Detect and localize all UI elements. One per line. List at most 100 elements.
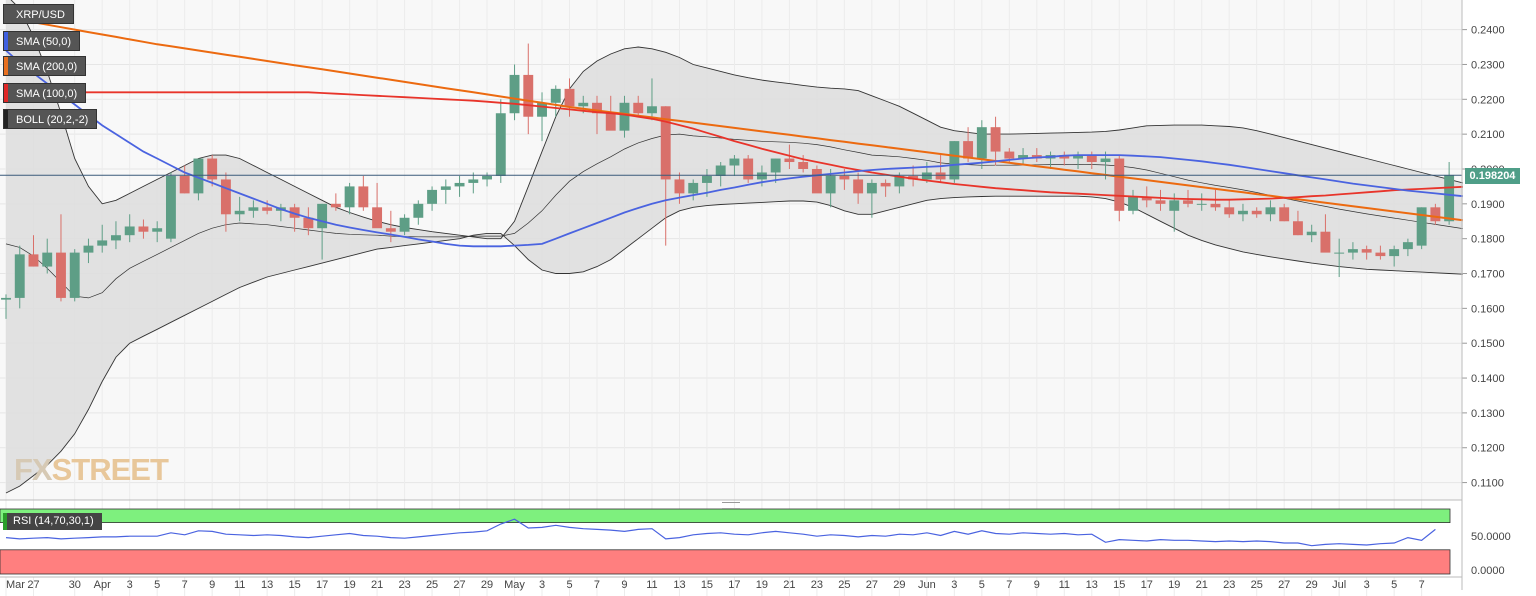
x-tick-label: 9 [621,579,627,591]
x-tick-label: Jun [918,579,936,591]
candle [1155,189,1166,211]
candle-body [248,207,259,211]
candle-body [1334,252,1345,254]
candle [344,182,355,215]
candle-body [839,175,850,180]
candle-body [495,113,506,176]
legend-sma-50[interactable]: SMA (50,0) [3,31,81,51]
candle-body [1416,207,1427,246]
candle-body [179,175,190,194]
candle [1059,151,1070,166]
candle [1292,210,1303,236]
candle [69,249,80,302]
x-tick-label: 25 [426,579,438,591]
candle [317,203,328,260]
candle [385,210,396,243]
candle-body [124,226,135,236]
x-tick-label: 13 [673,579,685,591]
y-tick-label: 0.1900 [1471,199,1505,211]
candle [1402,238,1413,257]
x-tick-label: 19 [756,579,768,591]
legend-sma-200[interactable]: SMA (200,0) [3,56,87,76]
candle [220,172,231,232]
candle [193,158,204,201]
candle-body [523,74,534,117]
candle-body [756,172,767,180]
rsi-overbought-zone [0,508,1451,524]
legend-label: SMA (100,0) [16,88,78,100]
candle [743,155,754,183]
x-tick-label: 3 [951,579,957,591]
candle-body [550,88,561,103]
candle [949,141,960,183]
candle-body [69,252,80,298]
candle-body [1141,196,1152,201]
pane-resize-handle[interactable] [722,502,740,509]
x-tick-label: 7 [1419,579,1425,591]
watermark-street: STREET [51,452,169,487]
candle-body [234,210,245,215]
legend-sma-100[interactable]: SMA (100,0) [3,83,87,103]
y-tick-label: 0.1300 [1471,408,1505,420]
candle-body [344,186,355,208]
candle-series [1,43,1455,319]
legend-label: XRP/USD [16,9,65,21]
candle-body [1059,155,1070,159]
candle-body [330,203,341,208]
y-tick-label: 0.1200 [1471,443,1505,455]
x-tick-label: 29 [893,579,905,591]
candle-body [1279,207,1290,222]
legend-swatch [4,110,8,128]
candle-body [1292,221,1303,236]
x-tick-label: 7 [1006,579,1012,591]
candle [1169,193,1180,232]
candle [674,172,685,204]
candle [14,245,25,309]
candle-body [1402,242,1413,250]
candle [798,155,809,173]
candle [688,179,699,201]
y-tick-label: 0.2400 [1471,25,1505,37]
x-tick-label: 5 [1391,579,1397,591]
candle [1389,245,1400,267]
x-tick-label: 19 [1168,579,1180,591]
x-tick-label: 17 [728,579,740,591]
candle [1114,155,1125,222]
candle-body [715,165,726,176]
candle-body [674,179,685,194]
x-tick-label: 21 [371,579,383,591]
candle [509,64,520,121]
candle-body [1238,210,1248,215]
fxstreet-watermark: FXSTREET [14,452,169,488]
legend-swatch [4,57,8,75]
candle [56,214,66,302]
legend-swatch [4,84,8,102]
candle [715,162,726,187]
candle [963,127,974,163]
watermark-fx: FX [14,452,53,487]
candle-body [866,182,877,194]
candle-body [262,207,273,211]
bollinger-band-area [6,0,1463,493]
legend-boll[interactable]: BOLL (20,2,-2) [3,109,98,129]
legend-rsi[interactable]: RSI (14,70,30,1) [3,513,102,530]
x-tick-label: Mar [6,579,25,591]
candle-body [784,158,795,163]
candle-body [1306,231,1317,236]
candle [1334,238,1345,278]
x-tick-label: 27 [1278,579,1290,591]
legend-label: SMA (200,0) [16,61,78,73]
price-axis: 0.24000.23000.22000.21000.20000.19000.18… [1462,25,1505,490]
candle-body [1169,200,1180,211]
x-tick-label: 25 [1251,579,1263,591]
candle [1238,203,1248,222]
x-tick-label: 21 [783,579,795,591]
candle [1196,193,1207,211]
candle [413,200,424,225]
legend-xrp-usd[interactable]: XRP/USD [3,4,74,24]
sma-50-line [5,49,1463,248]
x-tick-label: 27 [27,579,39,591]
x-tick-label: 17 [1141,579,1153,591]
legend-label: RSI (14,70,30,1) [13,515,94,527]
